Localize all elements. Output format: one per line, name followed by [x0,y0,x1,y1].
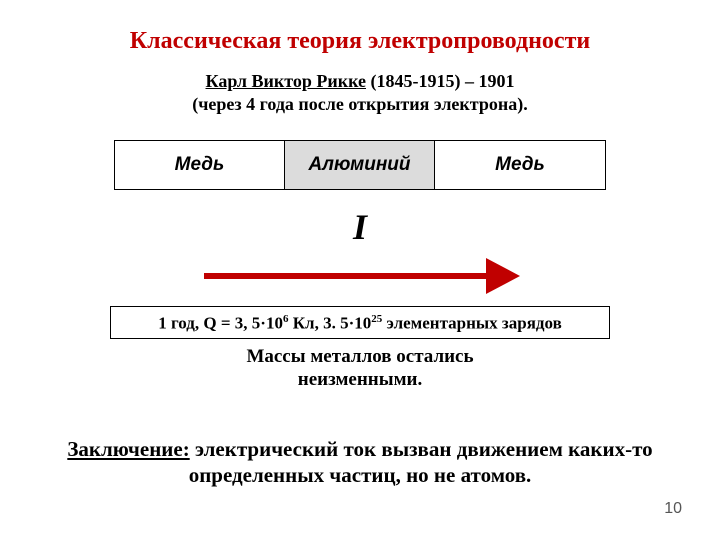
current-arrow [200,256,520,296]
cell-copper-left: Медь [115,141,285,189]
slide: Классическая теория электропроводности К… [0,0,720,540]
conclusion: Заключение: электрический ток вызван дви… [60,436,660,489]
subtitle-line2: (через 4 года после открытия электрона). [192,94,527,114]
exp-suffix: элементарных зарядов [382,314,561,333]
exp-exp2: 25 [371,313,382,325]
exp-prefix: 1 год, Q = 3, 5·10 [158,314,283,333]
cell-copper-right: Медь [435,141,605,189]
mass-note-l2: неизменными. [298,369,422,390]
page-number: 10 [664,500,682,518]
conclusion-label: Заключение: [67,437,189,461]
current-symbol: I [0,206,720,248]
experiment-box: 1 год, Q = 3, 5·106 Кл, 3. 5·1025 элемен… [110,306,610,339]
slide-subtitle: Карл Виктор Рикке (1845-1915) – 1901 (че… [0,70,720,117]
author-name: Карл Виктор Рикке [206,71,367,91]
author-years: (1845-1915) – 1901 [371,71,515,91]
slide-title: Классическая теория электропроводности [0,28,720,55]
mass-note: Массы металлов остались неизменными. [110,346,610,392]
conclusion-text: электрический ток вызван движением каких… [189,437,653,487]
exp-mid: Кл, 3. 5·10 [288,314,371,333]
cell-aluminium: Алюминий [285,141,435,189]
mass-note-l1: Массы металлов остались [246,346,473,367]
metals-table: Медь Алюминий Медь [114,140,606,190]
